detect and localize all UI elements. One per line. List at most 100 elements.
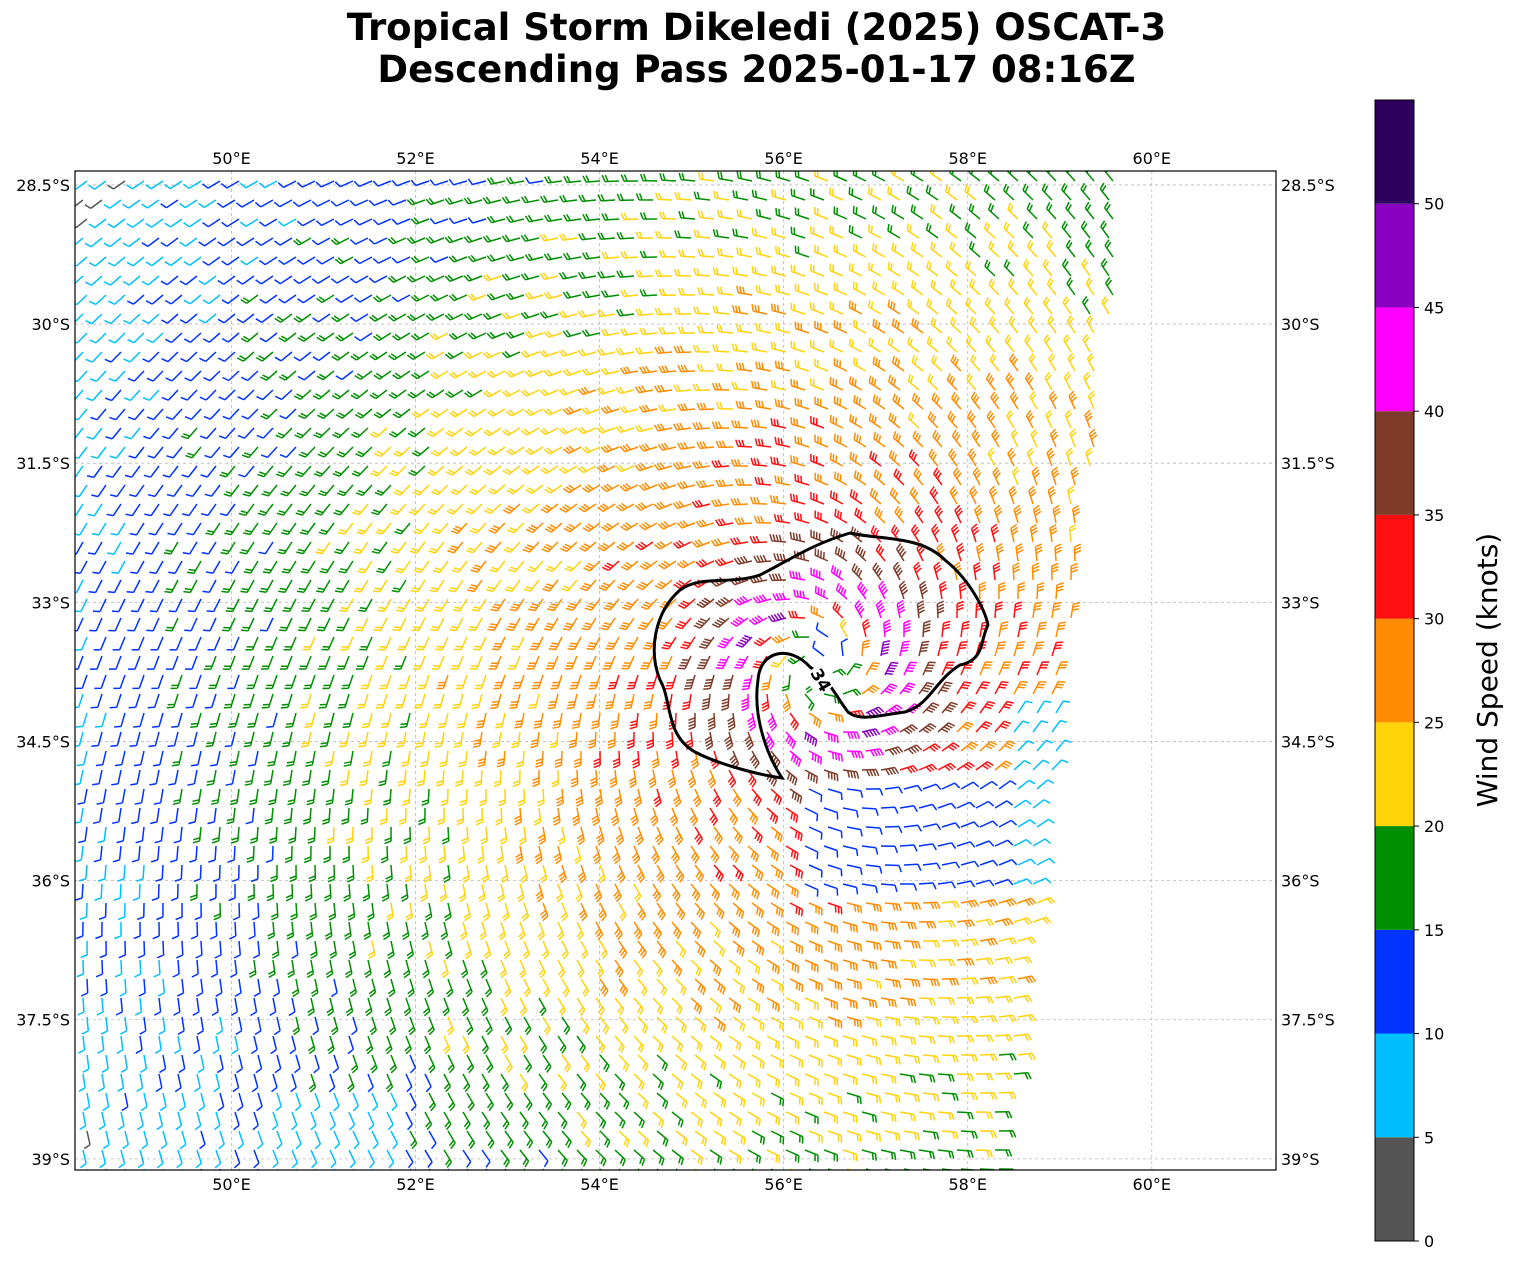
wind-barb xyxy=(848,187,863,201)
wind-barb xyxy=(833,433,848,448)
wind-barb xyxy=(264,636,278,651)
wind-barb xyxy=(1017,661,1031,676)
wind-barb xyxy=(570,769,579,788)
wind-barb xyxy=(504,1054,513,1073)
wind-barb xyxy=(790,378,806,391)
wind-barb xyxy=(865,826,883,835)
wind-barb xyxy=(92,598,107,613)
wind-barb xyxy=(428,1092,437,1112)
wind-barb xyxy=(998,1014,1017,1023)
wind-barb xyxy=(865,706,885,718)
wind-barb xyxy=(1007,277,1019,296)
wind-barb xyxy=(169,636,183,651)
wind-barb xyxy=(1013,1033,1032,1041)
wind-barb xyxy=(804,883,819,897)
wind-barb xyxy=(218,389,236,401)
wind-barb xyxy=(774,322,791,334)
wind-barb xyxy=(550,674,563,690)
wind-barb xyxy=(371,541,388,555)
wind-barb xyxy=(75,294,88,306)
wind-barb xyxy=(272,1149,279,1169)
colorbar-segment xyxy=(1375,307,1414,412)
wind-barb xyxy=(690,1073,703,1090)
wind-barb xyxy=(595,1035,606,1054)
wind-barb xyxy=(374,446,392,458)
wind-barb xyxy=(903,744,923,755)
wind-barb xyxy=(732,826,743,845)
wind-barb xyxy=(671,883,681,902)
wind-barb xyxy=(385,864,393,883)
wind-barb xyxy=(887,374,901,391)
wind-barb xyxy=(164,256,183,267)
wind-barb xyxy=(145,579,160,594)
wind-barb xyxy=(223,693,236,709)
wind-barb xyxy=(1017,779,1036,790)
wind-barb xyxy=(578,194,597,203)
wind-barb xyxy=(266,712,278,728)
wind-barb xyxy=(108,332,126,344)
wind-barb xyxy=(174,864,183,882)
wind-barb xyxy=(301,769,312,787)
wind-barb xyxy=(288,826,297,844)
wind-barb xyxy=(420,750,430,768)
wind-barb xyxy=(594,788,603,807)
wind-barb xyxy=(369,313,388,322)
wind-barb xyxy=(519,1073,529,1092)
wind-barb xyxy=(293,237,312,246)
wind-barb xyxy=(624,636,639,650)
wind-barb xyxy=(888,449,901,467)
wind-barb xyxy=(975,761,994,771)
wind-barb xyxy=(749,750,760,769)
wind-barb xyxy=(918,580,929,600)
wind-barb xyxy=(823,1111,839,1124)
wind-barb xyxy=(884,902,902,912)
wind-barb xyxy=(1061,220,1072,239)
wind-barb xyxy=(354,408,373,419)
wind-barb xyxy=(711,421,730,429)
wind-barb xyxy=(703,674,715,690)
wind-barb xyxy=(888,412,901,429)
wind-barb xyxy=(545,560,563,573)
wind-barb xyxy=(842,845,859,857)
wind-barb xyxy=(865,1130,882,1142)
wind-barb xyxy=(254,199,274,208)
wind-barb xyxy=(390,541,407,554)
colorbar-tick-label: 0 xyxy=(1424,1232,1434,1251)
wind-barb xyxy=(400,883,409,902)
wind-barb xyxy=(269,826,278,844)
wind-barb xyxy=(926,298,939,315)
wind-barb xyxy=(350,313,369,323)
wind-barb xyxy=(444,351,464,360)
wind-barb xyxy=(749,535,768,544)
wind-barb xyxy=(814,434,829,448)
wind-barb xyxy=(747,883,760,900)
wind-barb xyxy=(101,1054,109,1073)
wind-barb xyxy=(148,731,160,748)
wind-barb xyxy=(848,376,863,391)
wind-barb xyxy=(445,389,464,399)
wind-barb xyxy=(479,921,487,941)
wind-barb xyxy=(994,995,1013,1003)
wind-barb xyxy=(78,826,88,844)
wind-barb xyxy=(601,560,620,572)
wind-barb xyxy=(709,1035,722,1052)
wind-barb xyxy=(1068,524,1077,543)
wind-barb xyxy=(846,788,864,798)
wind-barb xyxy=(922,1092,940,1102)
wind-barb xyxy=(988,240,1000,258)
wind-barb xyxy=(732,1092,746,1108)
wind-barb xyxy=(482,351,502,359)
wind-barb xyxy=(600,444,620,453)
wind-barb xyxy=(193,1073,201,1093)
wind-barb xyxy=(808,826,823,840)
wind-barb xyxy=(380,845,389,864)
wind-barb xyxy=(1006,171,1019,182)
wind-barb xyxy=(334,218,354,226)
wind-barb xyxy=(202,332,221,343)
wind-barb xyxy=(356,522,373,535)
wind-barb xyxy=(89,370,107,383)
wind-barb xyxy=(283,807,293,825)
wind-barb xyxy=(410,332,430,341)
wind-barb xyxy=(995,1149,1013,1157)
wind-barb xyxy=(444,274,464,282)
